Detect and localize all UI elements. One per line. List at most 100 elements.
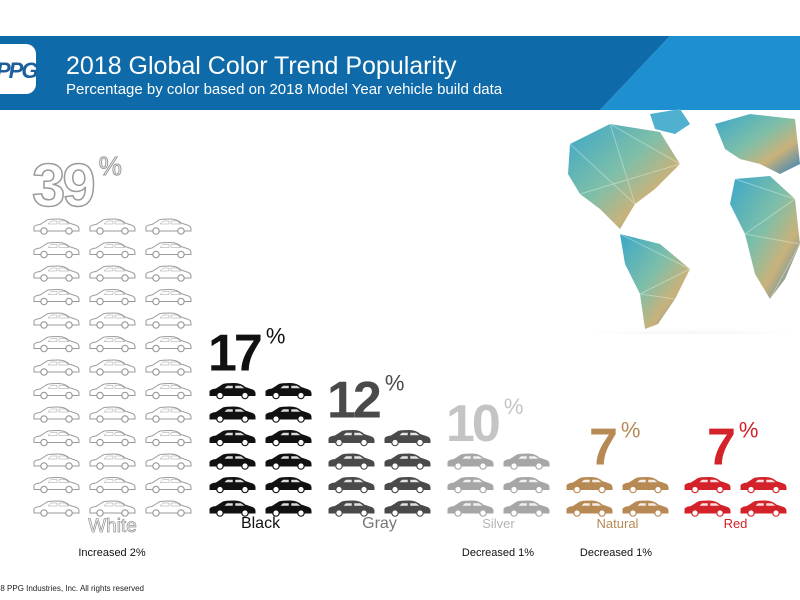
car-icon <box>209 500 256 517</box>
car-icon <box>447 453 494 470</box>
note-white: Increased 2% <box>78 547 146 559</box>
car-icon <box>33 241 80 259</box>
car-icon <box>209 453 256 470</box>
car-icon <box>384 453 431 470</box>
car-icon <box>265 453 312 470</box>
car-icon <box>33 359 80 376</box>
car-icon <box>33 312 80 329</box>
car-icon <box>145 359 192 376</box>
car-icon <box>145 500 192 517</box>
car-icon <box>622 500 669 517</box>
car-icon <box>265 429 312 447</box>
car-icon <box>89 218 136 235</box>
car-icon <box>447 500 494 517</box>
percent-sign: % <box>739 417 759 442</box>
car-icon <box>566 500 613 517</box>
car-icon <box>89 312 136 329</box>
percent-sign: % <box>266 323 286 348</box>
page-subtitle: Percentage by color based on 2018 Model … <box>66 81 503 98</box>
value-label-natural: 7 <box>589 419 616 477</box>
category-label-gray: Gray <box>362 515 397 532</box>
car-icon <box>33 218 80 235</box>
car-icon <box>145 265 192 282</box>
car-icon <box>145 406 192 423</box>
car-icon <box>33 429 80 447</box>
car-icon <box>89 288 136 306</box>
value-label-silver: 10 <box>446 395 499 453</box>
car-group-white <box>33 218 192 517</box>
value-label-red: 7 <box>707 419 734 477</box>
category-label-black: Black <box>241 515 281 532</box>
car-group-black <box>209 382 312 517</box>
car-icon <box>209 382 256 400</box>
car-icon <box>503 500 550 517</box>
car-icon <box>447 476 494 494</box>
car-icon <box>328 500 375 517</box>
car-icon <box>265 382 312 400</box>
ppg-logo <box>0 44 36 94</box>
car-icon <box>209 406 256 423</box>
car-icon <box>622 476 669 494</box>
car-icon <box>328 429 375 447</box>
car-icon <box>145 288 192 306</box>
car-icon <box>145 218 192 235</box>
car-icon <box>503 453 550 470</box>
percent-sign: % <box>99 151 122 181</box>
percent-sign: % <box>385 370 405 395</box>
car-icon <box>503 476 550 494</box>
ppg-logo-text: PPG <box>0 58 38 83</box>
category-label-red: Red <box>724 516 748 531</box>
car-icon <box>145 453 192 470</box>
car-icon <box>684 500 731 517</box>
car-icon <box>89 382 136 400</box>
header-banner <box>0 36 800 110</box>
category-label-white: White <box>88 516 137 537</box>
car-icon <box>89 406 136 423</box>
car-icon <box>33 500 80 517</box>
car-icon <box>740 500 787 517</box>
car-icon <box>89 241 136 259</box>
page-title: 2018 Global Color Trend Popularity <box>66 52 457 80</box>
car-icon <box>145 476 192 494</box>
car-icon <box>384 476 431 494</box>
world-map-graphic <box>560 109 800 334</box>
car-group-gray <box>328 429 431 517</box>
car-icon <box>209 429 256 447</box>
car-icon <box>89 476 136 494</box>
car-icon <box>209 476 256 494</box>
car-icon <box>384 429 431 447</box>
percent-sign: % <box>504 394 524 419</box>
car-icon <box>33 476 80 494</box>
car-icon <box>89 265 136 282</box>
car-icon <box>684 476 731 494</box>
car-group-natural <box>566 476 669 517</box>
car-icon <box>145 382 192 400</box>
car-icon <box>33 382 80 400</box>
car-icon <box>145 335 192 353</box>
car-icon <box>33 265 80 282</box>
car-icon <box>89 500 136 517</box>
car-icon <box>265 476 312 494</box>
car-icon <box>145 241 192 259</box>
value-label-black: 17 <box>208 325 261 383</box>
car-group-red <box>684 476 787 517</box>
car-group-silver <box>447 453 550 517</box>
banner-shape <box>0 36 800 110</box>
car-icon <box>328 453 375 470</box>
car-icon <box>89 359 136 376</box>
car-icon <box>33 406 80 423</box>
note-silver: Decreased 1% <box>461 547 535 559</box>
value-label-white: 39 <box>32 152 94 219</box>
copyright-text: ©18 PPG Industries, Inc. All rights rese… <box>0 584 144 593</box>
car-icon <box>89 453 136 470</box>
value-label-gray: 12 <box>327 372 380 430</box>
car-icon <box>89 335 136 353</box>
car-icon <box>566 476 613 494</box>
car-icon <box>89 429 136 447</box>
car-icon <box>33 453 80 470</box>
category-label-silver: Silver <box>482 516 515 531</box>
car-icon <box>384 500 431 517</box>
note-natural: Decreased 1% <box>579 547 653 559</box>
car-icon <box>145 312 192 329</box>
